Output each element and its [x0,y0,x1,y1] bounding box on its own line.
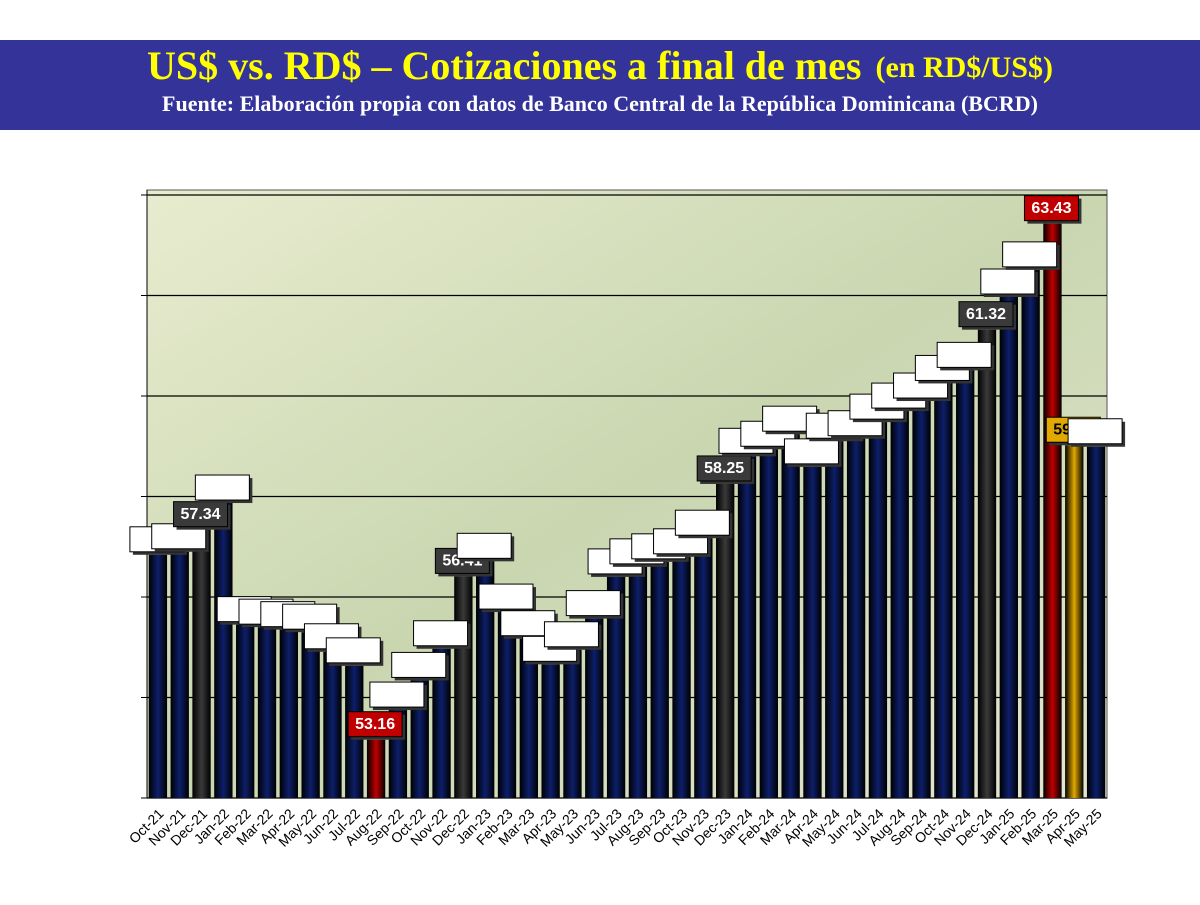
bar [541,664,560,798]
data-label: 59.24 [770,410,810,427]
bar [366,739,386,798]
bar [301,632,320,798]
bar [781,434,800,798]
bar [454,576,473,798]
title-suffix: (en RD$/US$) [875,51,1053,84]
bar [148,554,168,798]
bar [563,649,582,798]
data-label: 57.17 [682,514,722,531]
data-label: 55.57 [573,595,613,612]
bar [694,538,713,798]
bar [476,561,495,798]
bar [934,383,953,798]
bars [148,223,1106,798]
chart-subtitle: Fuente: Elaboración propia con datos de … [162,91,1038,116]
label-box [674,509,730,536]
data-label: 54.95 [551,626,591,643]
bar [497,612,517,798]
data-label: 61.97 [988,273,1028,290]
data-label: 54.97 [421,625,461,642]
bar [279,629,298,798]
data-label: 54.34 [399,657,439,674]
label-box [194,474,250,501]
data-label: 55.17 [508,615,548,632]
bar [977,329,997,798]
title-main: US$ vs. RD$ – Cotizaciones a final de me… [147,43,861,88]
label-box [1023,195,1079,222]
label-box [980,268,1036,295]
bar [214,503,233,798]
data-label: 53.75 [377,686,417,703]
data-label: 58.25 [704,460,744,477]
bar [323,651,342,798]
label-box [347,711,403,738]
data-label: 56.90 [159,528,199,545]
bar [170,551,189,798]
bar [912,401,931,798]
label-box [173,501,229,528]
label-box [958,301,1014,328]
bar [519,638,538,798]
label-box [478,583,534,610]
data-label: 57.87 [202,479,242,496]
bar [716,483,735,798]
bar [1043,223,1062,798]
data-label: 58.59 [791,443,831,460]
bar [585,618,604,798]
label-box [456,532,512,559]
bar [890,411,909,798]
bar [672,556,691,798]
label-box [391,651,447,678]
bar [1065,445,1084,798]
data-label: 55.70 [486,588,526,605]
data-label: 54.63 [333,642,373,659]
bar [759,449,778,798]
bar [432,648,451,798]
bar [803,466,822,798]
data-label: 60.51 [944,347,984,364]
label-box [565,590,621,617]
data-label: 58.99 [1075,423,1115,440]
label-box [696,455,752,482]
bar [650,561,669,798]
bar [956,370,975,798]
bar [1086,446,1106,798]
label-box [543,621,599,648]
label-box [783,438,839,465]
bar [236,624,255,798]
data-label: 61.32 [966,306,1006,323]
data-label: 57.34 [181,506,221,523]
label-box [325,637,381,664]
data-label: 53.16 [355,716,395,733]
labels: Oct-2156.84Nov-2156.90Dec-2157.34Jan-225… [126,195,1126,850]
label-box [1067,418,1123,445]
data-label: 56.71 [464,538,504,555]
label-box [413,620,469,647]
label-box [369,681,425,708]
data-label: 63.43 [1031,200,1071,217]
bar [1021,269,1040,798]
bar [257,627,277,798]
bar [737,456,757,798]
label-box [936,341,992,368]
bar [606,576,626,798]
bar [192,529,211,798]
bar [999,297,1018,798]
label-box [1002,241,1058,268]
bar [868,422,888,798]
bar [628,566,648,798]
data-label: 55.30 [290,608,330,625]
bar [825,441,844,798]
header-band [0,40,1200,130]
bar [846,438,866,798]
data-label: 62.51 [1010,246,1050,263]
chart-title: US$ vs. RD$ – Cotizaciones a final de me… [147,43,1053,88]
